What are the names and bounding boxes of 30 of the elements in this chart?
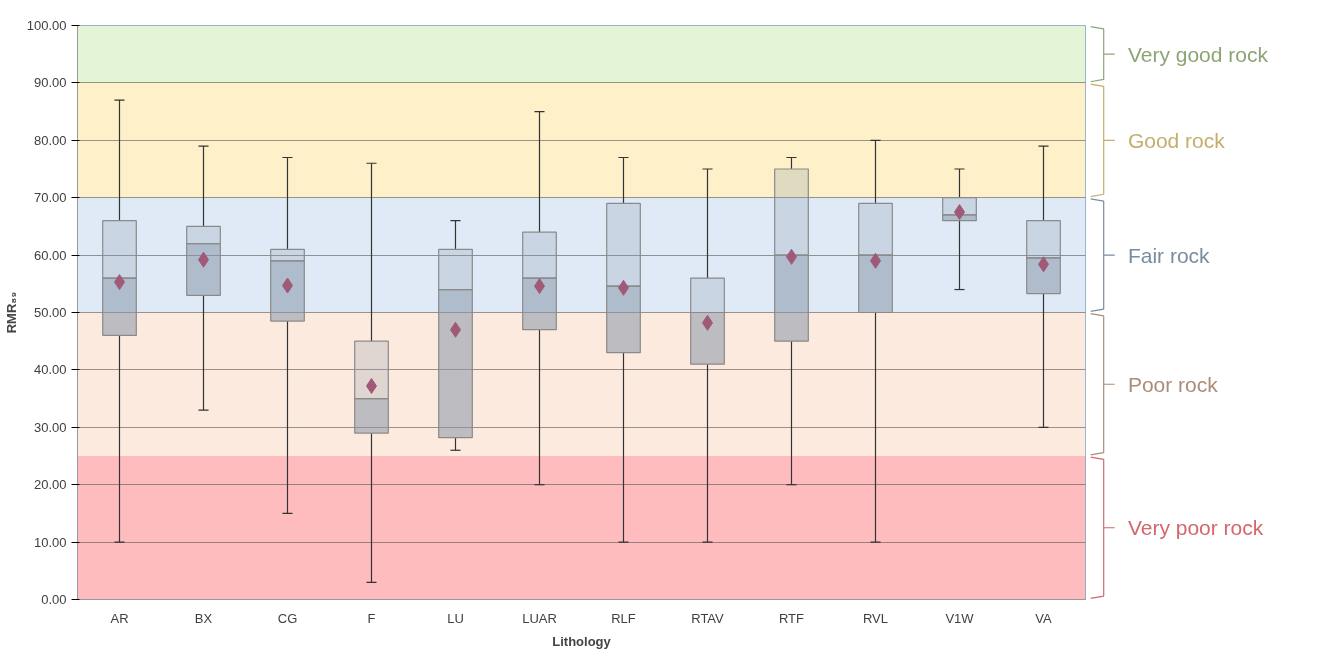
x-tick-label: V1W	[945, 610, 975, 626]
x-tick-label: RVL	[862, 610, 889, 626]
x-tick-label: LU	[447, 610, 464, 626]
x-tick-label: VA	[1035, 610, 1053, 626]
y-tick-label: 70.00	[33, 190, 67, 206]
y-tick-label: 80.00	[33, 132, 67, 148]
y-tick-label: 90.00	[33, 75, 67, 91]
band-label: Good rock	[1127, 128, 1226, 152]
band-label: Poor rock	[1127, 372, 1219, 396]
y-tick-label: 50.00	[33, 305, 67, 320]
x-tick-label: RLF	[611, 610, 636, 626]
x-tick-label: AR	[110, 610, 129, 626]
band-label: Very poor rock	[1127, 516, 1264, 540]
x-tick-label: LUAR	[522, 610, 557, 626]
y-tick-label: 100.00	[26, 18, 67, 33]
x-tick-label: BX	[194, 610, 213, 626]
y-axis-title: RMR₈₉	[3, 291, 19, 334]
band-label: Fair rock	[1127, 243, 1211, 267]
band-label: Very good rock	[1127, 42, 1269, 66]
y-tick-label: 0.00	[41, 592, 67, 607]
x-tick-label: RTF	[778, 610, 805, 626]
x-axis-title: Lithology	[552, 633, 612, 649]
y-tick-label: 60.00	[33, 247, 67, 263]
x-tick-label: RTAV	[691, 610, 725, 626]
y-tick-label: 30.00	[33, 419, 67, 435]
x-tick-label: CG	[277, 610, 298, 626]
y-tick-label: 10.00	[33, 534, 67, 550]
x-tick-label: F	[367, 610, 376, 626]
y-tick-label: 40.00	[33, 362, 67, 378]
y-tick-label: 20.00	[33, 477, 67, 493]
